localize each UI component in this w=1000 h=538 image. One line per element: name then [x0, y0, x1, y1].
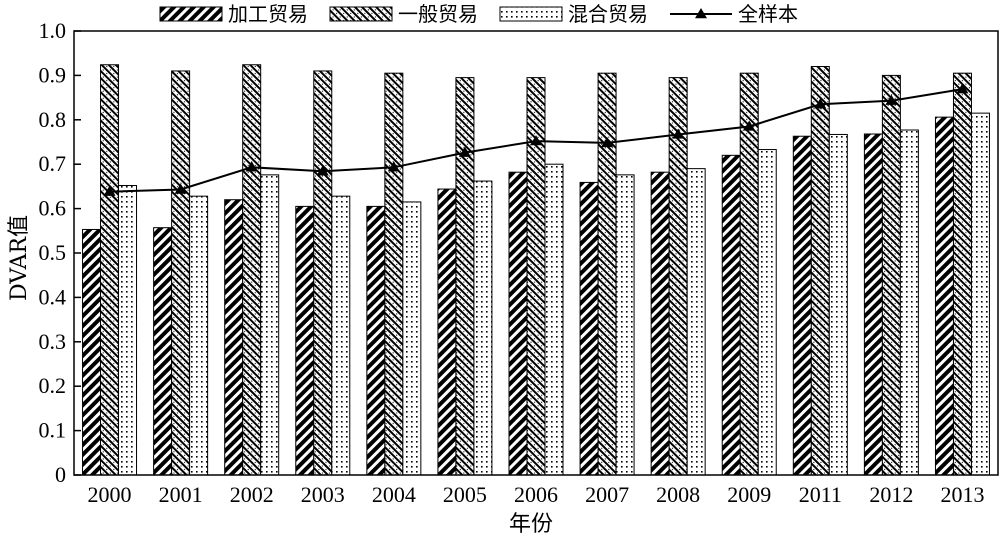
bar-dense-diagonal-2005 — [437, 188, 457, 476]
bar-dots-2006 — [544, 163, 564, 476]
bar-light-diagonal-2000 — [100, 64, 120, 476]
bar-dots-2004 — [402, 201, 422, 476]
legend-label: 加工贸易 — [228, 2, 308, 26]
y-tick-label: 0.1 — [39, 418, 67, 443]
x-tick-label: 2013 — [940, 482, 984, 507]
legend-item: 混合贸易 — [499, 2, 648, 26]
x-tick-label: 2005 — [443, 482, 487, 507]
legend-item: 一般贸易 — [329, 2, 478, 26]
legend-swatch — [159, 6, 223, 22]
line-marker-2004 — [387, 161, 400, 172]
line-marker-2012 — [885, 94, 898, 105]
bar-dense-diagonal-2006 — [508, 171, 528, 476]
line-marker-2000 — [103, 185, 116, 196]
x-tick-label: 2012 — [869, 482, 913, 507]
x-tick-label: 2002 — [230, 482, 274, 507]
bar-dots-2013 — [970, 112, 990, 476]
y-tick-label: 1.0 — [39, 18, 67, 43]
x-tick-label: 2001 — [159, 482, 203, 507]
y-tick-label: 0.8 — [39, 107, 67, 132]
bar-dense-diagonal-2012 — [863, 133, 883, 476]
bar-light-diagonal-2011 — [810, 66, 830, 476]
x-tick-label: 2008 — [656, 482, 700, 507]
x-tick-label: 2003 — [301, 482, 345, 507]
bar-dense-diagonal-2002 — [224, 199, 244, 476]
line-marker-2001 — [174, 183, 187, 194]
y-tick-label: 0.3 — [39, 329, 67, 354]
bar-light-diagonal-2007 — [597, 72, 617, 476]
legend-label: 混合贸易 — [568, 2, 648, 26]
x-tick-label: 2007 — [585, 482, 629, 507]
bar-dense-diagonal-2003 — [295, 205, 315, 476]
bar-dots-2005 — [473, 180, 493, 476]
bar-dense-diagonal-2004 — [366, 205, 386, 476]
x-axis-title: 年份 — [509, 512, 553, 537]
bar-dots-2012 — [899, 129, 919, 476]
x-tick-label: 2004 — [372, 482, 416, 507]
line-marker-2008 — [672, 128, 685, 139]
y-tick-label: 0.7 — [39, 151, 67, 176]
y-tick-label: 0.5 — [39, 240, 67, 265]
axes: 0 0.1 0.2 0.3 0.4 0.5 0.6 0.7 0.8 0.9 1.0 2000 2001 2… — [39, 18, 999, 507]
legend-label: 全样本 — [738, 2, 798, 26]
bar-dense-diagonal-2001 — [153, 227, 173, 476]
x-tick-label: 2006 — [514, 482, 558, 507]
bar-dots-2008 — [686, 168, 706, 476]
line-marker-2006 — [530, 135, 542, 146]
x-tick-label: 2000 — [88, 482, 132, 507]
bar-light-diagonal-2012 — [881, 74, 901, 476]
y-tick-label: 0.4 — [39, 284, 67, 309]
bar-light-diagonal-2005 — [455, 77, 475, 476]
legend-swatch — [499, 6, 563, 22]
bar-light-diagonal-2013 — [952, 72, 972, 476]
x-tick-label: 2011 — [799, 482, 842, 507]
line-marker-2009 — [743, 120, 756, 131]
bar-dots-2000 — [118, 185, 138, 476]
bar-light-diagonal-2003 — [313, 70, 333, 476]
bar-dots-2001 — [189, 195, 209, 476]
legend-triangle-marker — [695, 8, 707, 19]
line-marker-2003 — [316, 165, 329, 176]
bar-dense-diagonal-2011 — [792, 135, 812, 476]
bar-dots-2009 — [757, 149, 777, 476]
legend: 加工贸易 一般贸易 混合贸易 全样本 — [159, 2, 798, 26]
x-tick-label: 2009 — [727, 482, 771, 507]
bar-dots-2002 — [260, 174, 280, 476]
bar-light-diagonal-2002 — [242, 64, 262, 476]
y-tick-label: 0.9 — [39, 62, 67, 87]
legend-swatch — [329, 6, 393, 22]
line-marker-2007 — [601, 136, 614, 148]
line-marker-2013 — [956, 83, 969, 94]
line-marker-2002 — [245, 161, 258, 172]
y-tick-label: 0.2 — [39, 373, 67, 398]
y-tick-label: 0.6 — [39, 196, 67, 221]
legend-item: 全样本 — [670, 2, 798, 26]
bar-dots-2011 — [828, 133, 848, 476]
plot-area — [82, 64, 990, 476]
bar-dense-diagonal-2007 — [579, 181, 599, 476]
y-tick-label: 0 — [55, 462, 66, 487]
bar-light-diagonal-2004 — [384, 72, 404, 476]
bar-dense-diagonal-2013 — [934, 116, 954, 476]
bar-dense-diagonal-2009 — [721, 154, 741, 476]
bar-dense-diagonal-2000 — [82, 228, 102, 476]
line-marker-2011 — [814, 98, 827, 109]
bar-light-diagonal-2009 — [739, 72, 759, 476]
y-axis-title: DVAR值 — [7, 215, 32, 301]
line-marker-2005 — [458, 146, 471, 157]
legend-item: 加工贸易 — [159, 2, 308, 26]
bar-dots-2003 — [331, 195, 351, 476]
bar-dots-2007 — [615, 174, 635, 476]
legend-label: 一般贸易 — [398, 2, 478, 26]
bar-light-diagonal-2001 — [171, 70, 191, 476]
bar-dense-diagonal-2008 — [650, 171, 670, 476]
